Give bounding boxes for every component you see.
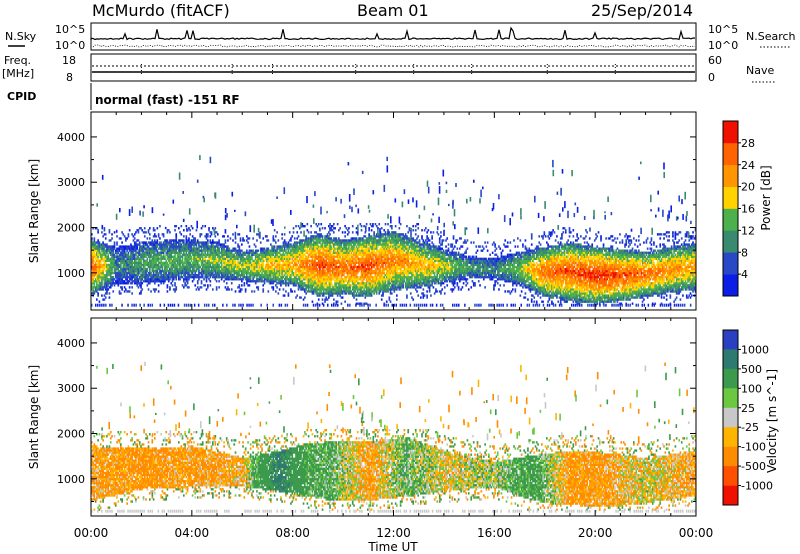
colorbar-tick-label: -1000 — [741, 480, 773, 493]
y-tick-label: 4000 — [57, 337, 85, 350]
x-tick-label: 12:00 — [376, 526, 411, 540]
noise-right-tick-bottom: 10^0 — [708, 39, 738, 52]
y-tick-label: 1000 — [57, 267, 85, 280]
colorbar-swatch — [723, 230, 738, 252]
colorbar-swatch — [723, 252, 738, 274]
cpid-value: normal (fast) -151 RF — [95, 93, 240, 107]
colorbar-tick-label: 16 — [741, 203, 755, 216]
colorbar-swatch — [723, 143, 738, 165]
noise-panel: N.Sky 10^5 10^0 10^5 10^0 N.Search — [5, 23, 796, 52]
colorbar-swatch — [723, 121, 738, 143]
y-tick-label: 4000 — [57, 131, 85, 144]
y-tick-label: 2000 — [57, 222, 85, 235]
noise-left-tick-top: 10^5 — [55, 23, 85, 36]
colorbar-swatch — [723, 447, 738, 467]
y-tick-label: 3000 — [57, 176, 85, 189]
colorbar-tick-label: 20 — [741, 181, 755, 194]
cpid-label: CPID — [7, 90, 36, 103]
velocity-y-axis-label: Slant Range [km] — [27, 365, 41, 469]
colorbar-swatch — [723, 349, 738, 369]
freq-unit: [MHz] — [2, 67, 34, 80]
nsky-label: N.Sky — [5, 30, 37, 43]
y-tick-label: 1000 — [57, 473, 85, 486]
colorbar-swatch — [723, 486, 738, 506]
nave-tick-top: 60 — [708, 54, 722, 67]
colorbar-tick-label: 500 — [741, 363, 762, 376]
colorbar-swatch — [723, 330, 738, 350]
radar-figure: McMurdo (fitACF) Beam 01 25/Sep/2014 N.S… — [0, 0, 800, 554]
x-tick-label: 00:00 — [679, 526, 714, 540]
colorbar-swatch — [723, 209, 738, 231]
velocity-colorbar-label: Velocity [m s^-1] — [765, 369, 779, 473]
power-echo-cells — [91, 155, 696, 307]
power-colorbar-label: Power [dB] — [759, 165, 773, 230]
colorbar-swatch — [723, 388, 738, 408]
colorbar-tick-label: 1000 — [741, 343, 769, 356]
colorbar-swatch — [723, 408, 738, 428]
x-tick-label: 16:00 — [477, 526, 512, 540]
colorbar-tick-label: -25 — [741, 421, 759, 434]
x-axis-label: Time UT — [367, 540, 418, 554]
colorbar-tick-label: 12 — [741, 224, 755, 237]
power-panel: 1000 2000 3000 4000 Slant Range [km] — [27, 112, 696, 310]
time-axis: 00:00 04:00 08:00 12:00 16:00 20:00 00:00 — [74, 526, 714, 540]
colorbar-tick-label: -500 — [741, 460, 766, 473]
colorbar-swatch — [723, 187, 738, 209]
nsearch-label: N.Search — [746, 30, 796, 43]
colorbar-tick-label: 100 — [741, 382, 762, 395]
noise-right-tick-top: 10^5 — [708, 23, 738, 36]
x-tick-label: 00:00 — [74, 526, 109, 540]
nsky-trace — [91, 28, 695, 40]
nsearch-trace — [91, 45, 695, 47]
colorbar-tick-label: 28 — [741, 137, 755, 150]
power-colorbar-swatches: 4 8 12 16 20 24 28 — [723, 121, 755, 296]
freq-panel: Freq. [MHz] 18 8 60 0 Nave — [2, 54, 775, 84]
velocity-echo-cells — [91, 362, 696, 513]
title-beam: Beam 01 — [357, 1, 429, 20]
x-tick-label: 20:00 — [578, 526, 613, 540]
nave-label: Nave — [746, 64, 774, 77]
velocity-colorbar: 1000 500 100 25 -25 -100 -500 -1000 Velocity [m… — [723, 330, 779, 505]
title-station: McMurdo (fitACF) — [92, 1, 230, 20]
freq-tick-bottom: 8 — [66, 71, 73, 84]
power-colorbar: 4 8 12 16 20 24 28 Power [dB] — [723, 121, 773, 296]
y-tick-label: 2000 — [57, 428, 85, 441]
freq-label: Freq. — [4, 54, 31, 67]
colorbar-tick-label: -100 — [741, 441, 766, 454]
colorbar-swatch — [723, 369, 738, 389]
colorbar-tick-label: 24 — [741, 159, 755, 172]
freq-tick-top: 18 — [62, 54, 76, 67]
colorbar-tick-label: 8 — [741, 246, 748, 259]
x-tick-label: 08:00 — [275, 526, 310, 540]
power-y-axis-label: Slant Range [km] — [27, 159, 41, 263]
colorbar-tick-label: 4 — [741, 268, 748, 281]
noise-left-tick-bottom: 10^0 — [55, 39, 85, 52]
velocity-panel: 1000 2000 3000 4000 Slant Range [km] — [27, 318, 696, 516]
colorbar-tick-label: 25 — [741, 402, 755, 415]
velocity-colorbar-label-text: Velocity [m s^-1] — [765, 369, 779, 473]
x-tick-label: 04:00 — [175, 526, 210, 540]
title-date: 25/Sep/2014 — [591, 1, 693, 20]
colorbar-swatch — [723, 165, 738, 187]
colorbar-swatch — [723, 274, 738, 296]
y-tick-label: 3000 — [57, 382, 85, 395]
nave-tick-bottom: 0 — [708, 71, 715, 84]
colorbar-swatch — [723, 466, 738, 486]
colorbar-swatch — [723, 427, 738, 447]
